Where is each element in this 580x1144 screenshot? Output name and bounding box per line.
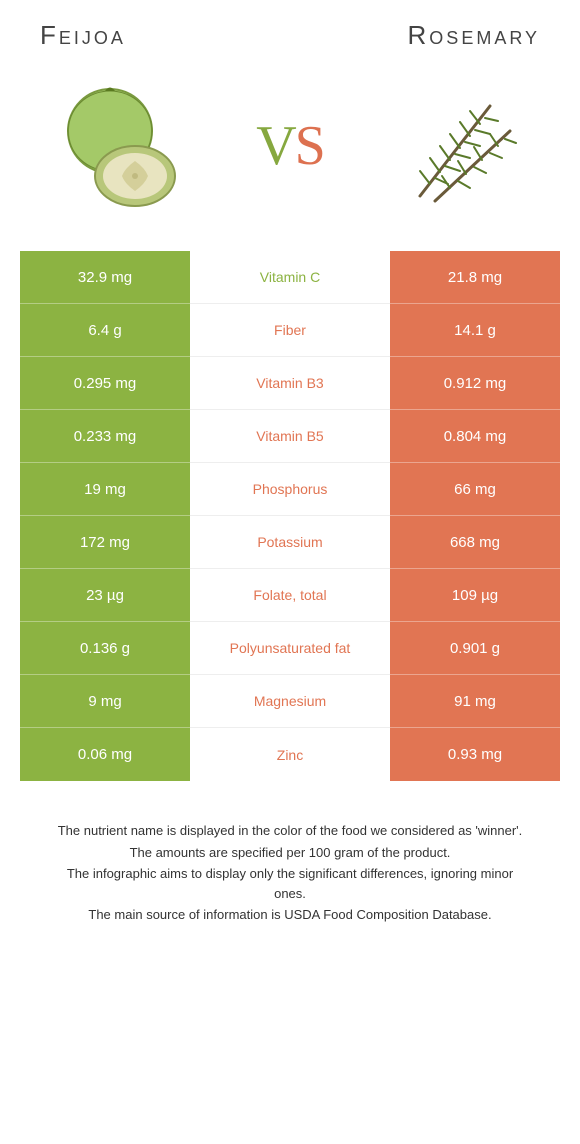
left-value-cell: 32.9 mg xyxy=(20,251,190,304)
vs-s: S xyxy=(295,115,324,177)
table-row: 9 mgMagnesium91 mg xyxy=(20,675,560,728)
nutrient-label-cell: Phosphorus xyxy=(190,463,390,516)
right-value-cell: 0.912 mg xyxy=(390,357,560,410)
right-food-title: Rosemary xyxy=(408,20,540,51)
nutrient-label-cell: Potassium xyxy=(190,516,390,569)
right-value-cell: 0.901 g xyxy=(390,622,560,675)
right-value-cell: 66 mg xyxy=(390,463,560,516)
left-value-cell: 0.295 mg xyxy=(20,357,190,410)
right-value-cell: 668 mg xyxy=(390,516,560,569)
images-row: VS xyxy=(20,51,560,251)
nutrient-label-cell: Polyunsaturated fat xyxy=(190,622,390,675)
right-value-cell: 21.8 mg xyxy=(390,251,560,304)
nutrient-label-cell: Folate, total xyxy=(190,569,390,622)
table-row: 6.4 gFiber14.1 g xyxy=(20,304,560,357)
left-value-cell: 19 mg xyxy=(20,463,190,516)
footnote-line: The amounts are specified per 100 gram o… xyxy=(50,843,530,863)
vs-label: VS xyxy=(256,114,324,178)
footnote-line: The main source of information is USDA F… xyxy=(50,905,530,925)
infographic-container: Feijoa Rosemary VS xyxy=(0,0,580,937)
table-row: 0.06 mgZinc0.93 mg xyxy=(20,728,560,781)
comparison-table: 32.9 mgVitamin C21.8 mg6.4 gFiber14.1 g0… xyxy=(20,251,560,781)
feijoa-icon xyxy=(50,76,190,216)
right-value-cell: 14.1 g xyxy=(390,304,560,357)
left-value-cell: 23 µg xyxy=(20,569,190,622)
table-row: 19 mgPhosphorus66 mg xyxy=(20,463,560,516)
table-row: 23 µgFolate, total109 µg xyxy=(20,569,560,622)
right-value-cell: 109 µg xyxy=(390,569,560,622)
table-row: 0.233 mgVitamin B50.804 mg xyxy=(20,410,560,463)
right-value-cell: 91 mg xyxy=(390,675,560,728)
left-value-cell: 6.4 g xyxy=(20,304,190,357)
table-row: 172 mgPotassium668 mg xyxy=(20,516,560,569)
nutrient-label-cell: Vitamin C xyxy=(190,251,390,304)
nutrient-label-cell: Vitamin B5 xyxy=(190,410,390,463)
footnote-line: The infographic aims to display only the… xyxy=(50,864,530,903)
footnotes: The nutrient name is displayed in the co… xyxy=(20,821,560,925)
table-row: 0.295 mgVitamin B30.912 mg xyxy=(20,357,560,410)
right-value-cell: 0.804 mg xyxy=(390,410,560,463)
nutrient-label-cell: Vitamin B3 xyxy=(190,357,390,410)
vs-v: V xyxy=(256,115,294,177)
rosemary-icon xyxy=(390,76,530,216)
right-value-cell: 0.93 mg xyxy=(390,728,560,781)
left-value-cell: 9 mg xyxy=(20,675,190,728)
left-value-cell: 0.136 g xyxy=(20,622,190,675)
footnote-line: The nutrient name is displayed in the co… xyxy=(50,821,530,841)
header-row: Feijoa Rosemary xyxy=(20,20,560,51)
table-row: 32.9 mgVitamin C21.8 mg xyxy=(20,251,560,304)
left-value-cell: 0.06 mg xyxy=(20,728,190,781)
left-food-title: Feijoa xyxy=(40,20,126,51)
nutrient-label-cell: Magnesium xyxy=(190,675,390,728)
table-row: 0.136 gPolyunsaturated fat0.901 g xyxy=(20,622,560,675)
left-value-cell: 172 mg xyxy=(20,516,190,569)
nutrient-label-cell: Fiber xyxy=(190,304,390,357)
left-value-cell: 0.233 mg xyxy=(20,410,190,463)
nutrient-label-cell: Zinc xyxy=(190,728,390,781)
